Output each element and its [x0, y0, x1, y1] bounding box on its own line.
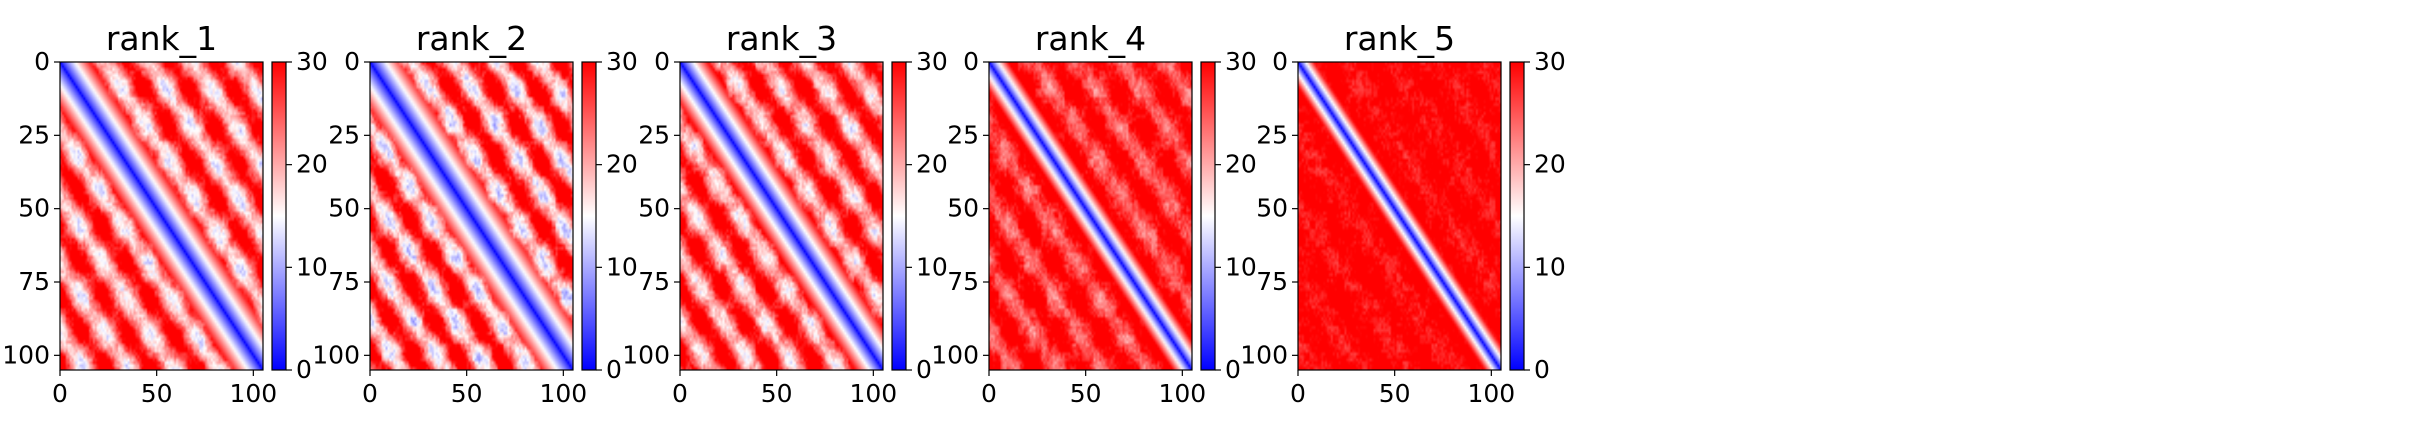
y-tick-label: 75	[18, 267, 50, 296]
panel-title: rank_2	[416, 19, 527, 58]
axes-frame	[59, 61, 264, 371]
heatmap-image	[60, 62, 263, 370]
panel-title: rank_3	[726, 19, 837, 58]
x-tick-label: 50	[1070, 379, 1102, 408]
colorbar-tick-label: 30	[1225, 47, 1257, 76]
y-tick-label: 75	[328, 267, 360, 296]
x-tick-label: 100	[1467, 379, 1515, 408]
colorbar-tick-label: 20	[916, 150, 948, 179]
y-tick-label: 25	[328, 120, 360, 149]
x-tick-label: 100	[849, 379, 897, 408]
y-tick-label: 75	[947, 267, 979, 296]
x-tick-label: 100	[539, 379, 587, 408]
colorbar-tick-label: 10	[296, 252, 328, 281]
axes-frame	[988, 61, 1193, 371]
colorbar-tick-label: 10	[916, 252, 948, 281]
y-tick-label: 0	[344, 47, 360, 76]
colorbar-tick-label: 20	[606, 150, 638, 179]
y-tick-label: 75	[638, 267, 670, 296]
y-tick-label: 50	[1256, 194, 1288, 223]
y-tick-label: 25	[1256, 120, 1288, 149]
colorbar	[581, 61, 597, 371]
y-tick-label: 0	[1272, 47, 1288, 76]
colorbar-tick-label: 20	[1225, 150, 1257, 179]
colorbar	[1200, 61, 1216, 371]
heatmap-image	[989, 62, 1192, 370]
colorbar	[271, 61, 287, 371]
y-tick-label: 25	[18, 120, 50, 149]
colorbar-tick-label: 20	[296, 150, 328, 179]
y-tick-label: 50	[328, 194, 360, 223]
colorbar-tick-label: 10	[1534, 252, 1566, 281]
x-tick-label: 0	[981, 379, 997, 408]
colorbar-tick-label: 0	[916, 355, 932, 384]
colorbar-tick-label: 20	[1534, 150, 1566, 179]
colorbar-tick-label: 30	[606, 47, 638, 76]
x-tick-label: 50	[451, 379, 483, 408]
y-tick-label: 100	[622, 340, 670, 369]
x-tick-label: 100	[229, 379, 277, 408]
colorbar-tick-label: 0	[1534, 355, 1550, 384]
y-tick-label: 0	[654, 47, 670, 76]
y-tick-label: 50	[947, 194, 979, 223]
y-tick-label: 100	[1240, 340, 1288, 369]
colorbar-tick-label: 30	[916, 47, 948, 76]
colorbar-tick-label: 30	[296, 47, 328, 76]
panel-title: rank_4	[1035, 19, 1146, 58]
colorbar-tick-label: 0	[606, 355, 622, 384]
y-tick-label: 50	[638, 194, 670, 223]
x-tick-label: 50	[761, 379, 793, 408]
y-tick-label: 25	[947, 120, 979, 149]
x-tick-label: 0	[1290, 379, 1306, 408]
axes-frame	[1297, 61, 1502, 371]
x-tick-label: 50	[141, 379, 173, 408]
x-tick-label: 0	[672, 379, 688, 408]
colorbar	[1509, 61, 1525, 371]
y-tick-label: 50	[18, 194, 50, 223]
panel-title: rank_5	[1344, 19, 1455, 58]
heatmap-image	[370, 62, 573, 370]
panel-title: rank_1	[106, 19, 217, 58]
heatmap-image	[680, 62, 883, 370]
x-tick-label: 0	[362, 379, 378, 408]
y-tick-label: 100	[312, 340, 360, 369]
y-tick-label: 75	[1256, 267, 1288, 296]
colorbar-tick-label: 30	[1534, 47, 1566, 76]
y-tick-label: 25	[638, 120, 670, 149]
y-tick-label: 0	[34, 47, 50, 76]
colorbar-tick-label: 0	[296, 355, 312, 384]
y-tick-label: 100	[2, 340, 50, 369]
colorbar-tick-label: 10	[1225, 252, 1257, 281]
x-tick-label: 100	[1158, 379, 1206, 408]
colorbar	[891, 61, 907, 371]
colorbar-tick-label: 10	[606, 252, 638, 281]
colorbar-tick-label: 0	[1225, 355, 1241, 384]
x-tick-label: 50	[1379, 379, 1411, 408]
y-tick-label: 100	[931, 340, 979, 369]
heatmap-image	[1298, 62, 1501, 370]
axes-frame	[369, 61, 574, 371]
x-tick-label: 0	[52, 379, 68, 408]
y-tick-label: 0	[963, 47, 979, 76]
axes-frame	[679, 61, 884, 371]
